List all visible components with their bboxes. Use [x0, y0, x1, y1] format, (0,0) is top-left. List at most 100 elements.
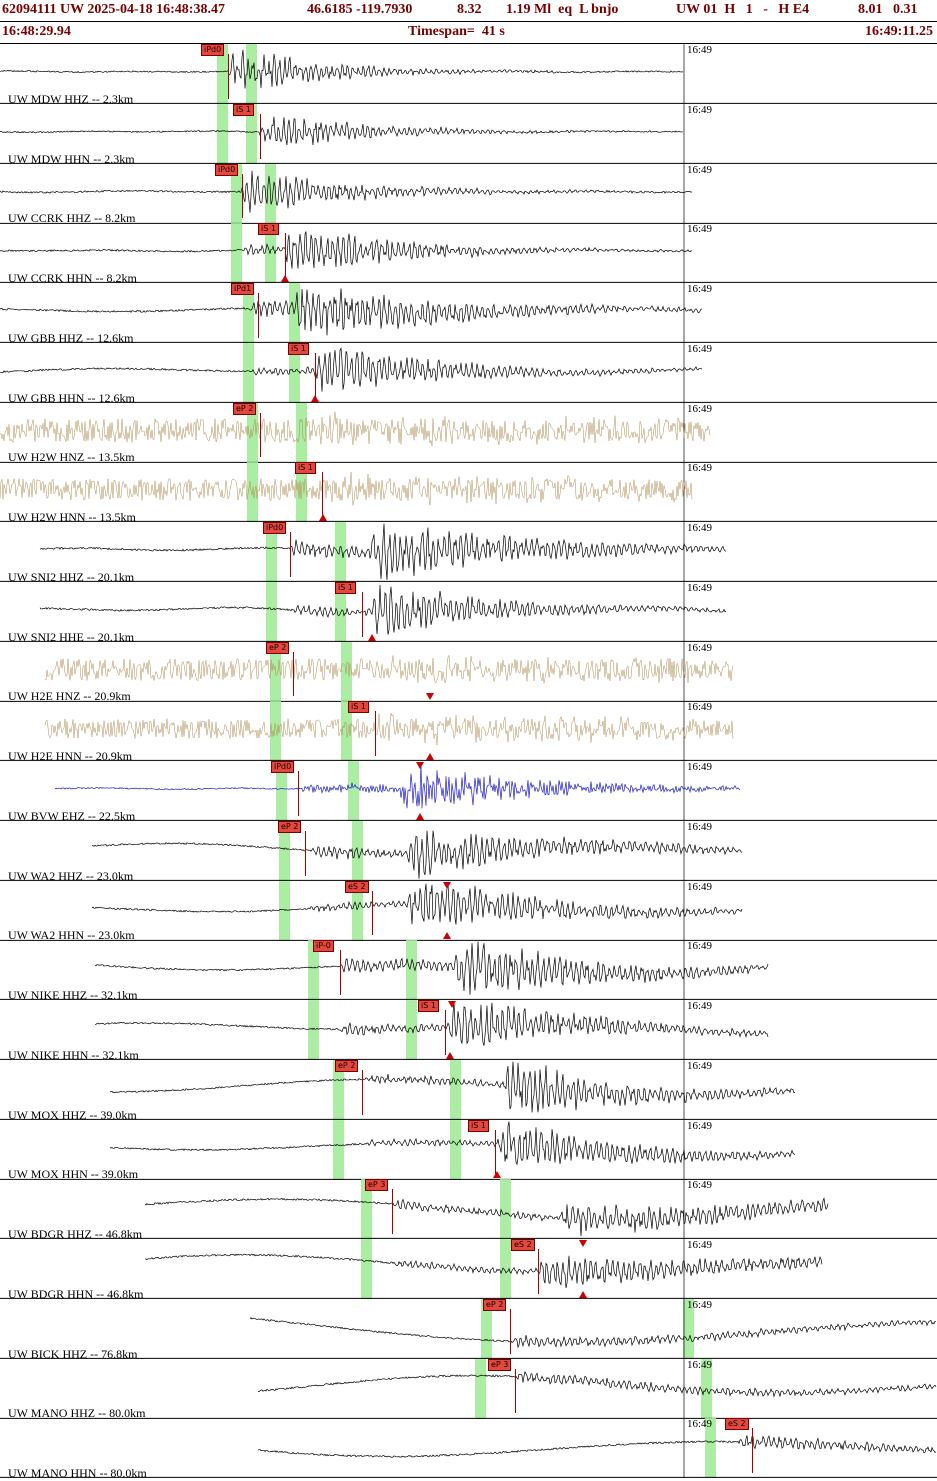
waveform-trace[interactable] [257, 1370, 937, 1398]
trace-row[interactable]: 16:49 eP 3 UW BDGR HHZ -- 46.8km [0, 1179, 937, 1241]
pick-time-line[interactable] [285, 233, 286, 278]
waveform-canvas[interactable] [0, 44, 937, 104]
trace-row[interactable]: 16:49 iPd0 UW SNI2 HHZ -- 20.1km [0, 522, 937, 584]
waveform-canvas[interactable] [0, 462, 937, 523]
pick-time-line[interactable] [445, 1010, 446, 1055]
phase-pick-flag[interactable]: iS 1 [233, 103, 254, 116]
phase-pick-flag[interactable]: iS 1 [295, 462, 316, 475]
trace-row[interactable]: 16:49 eP 2 UW H2E HNZ -- 20.9km [0, 641, 937, 703]
waveform-canvas[interactable] [0, 223, 937, 284]
phase-pick-flag[interactable]: iPd0 [271, 761, 295, 773]
phase-pick-flag[interactable]: iPd0 [215, 163, 239, 176]
pick-time-line[interactable] [228, 54, 229, 99]
pick-time-line[interactable] [260, 113, 261, 159]
pick-time-line[interactable] [242, 173, 243, 219]
waveform-canvas[interactable] [0, 103, 937, 164]
trace-row[interactable]: 16:49 iPd0 UW CCRK HHZ -- 8.2km [0, 163, 937, 225]
waveform-trace[interactable] [0, 411, 711, 446]
waveform-canvas[interactable] [0, 1059, 937, 1120]
waveform-trace[interactable] [109, 1061, 796, 1113]
waveform-trace[interactable] [91, 882, 743, 925]
waveform-trace[interactable] [0, 288, 703, 336]
waveform-canvas[interactable] [0, 1179, 937, 1240]
waveform-trace[interactable] [257, 1435, 937, 1458]
waveform-trace[interactable] [0, 231, 693, 269]
waveform-canvas[interactable] [0, 581, 937, 642]
waveform-trace[interactable] [0, 170, 693, 213]
waveform-canvas[interactable] [0, 701, 937, 762]
phase-pick-flag[interactable]: eS 2 [725, 1418, 749, 1431]
waveform-canvas[interactable] [0, 641, 937, 702]
phase-pick-flag[interactable]: eP 2 [483, 1298, 507, 1311]
waveform-trace[interactable] [39, 523, 727, 580]
phase-pick-flag[interactable]: eP 3 [365, 1179, 389, 1192]
phase-pick-flag[interactable]: iS 1 [468, 1119, 489, 1132]
trace-row[interactable]: 16:49 iPd1 UW GBB HHZ -- 12.6km [0, 283, 937, 345]
trace-row[interactable]: 16:49 eP 2 UW BICK HHZ -- 76.8km [0, 1298, 937, 1361]
waveform-trace[interactable] [92, 830, 743, 879]
phase-pick-flag[interactable]: eP 2 [278, 820, 302, 833]
trace-row[interactable]: 16:49 eS 2 UW MANO HHN -- 80.0km [0, 1418, 937, 1480]
trace-row[interactable]: 16:49 iPd0 UW BVW EHZ -- 22.5km [0, 761, 937, 823]
pick-time-line[interactable] [340, 950, 341, 995]
trace-row[interactable]: 16:49 eS 2 UW WA2 HHN -- 23.0km [0, 880, 937, 942]
waveform-trace[interactable] [0, 472, 693, 506]
trace-row[interactable]: 16:49 eP 3 UW MANO HHZ -- 80.0km [0, 1358, 937, 1420]
trace-row[interactable]: 16:49 iS 1 UW SNI2 HHE -- 20.1km [0, 581, 937, 644]
phase-pick-flag[interactable]: iP-0 [313, 940, 334, 953]
waveform-canvas[interactable] [0, 342, 937, 403]
pick-time-line[interactable] [375, 711, 376, 756]
phase-pick-flag[interactable]: eS 2 [511, 1239, 535, 1251]
pick-time-line[interactable] [392, 1189, 393, 1234]
pick-time-line[interactable] [322, 472, 323, 517]
waveform-trace[interactable] [39, 584, 727, 635]
trace-row[interactable]: 16:49 eP 2 UW MOX HHZ -- 39.0km [0, 1059, 937, 1122]
waveform-canvas[interactable] [0, 163, 937, 224]
phase-pick-flag[interactable]: eP 2 [233, 402, 257, 415]
trace-row[interactable]: 16:49 iS 1 UW NIKE HHN -- 32.1km [0, 1000, 937, 1062]
trace-row[interactable]: 16:49 iPd0 UW MDW HHZ -- 2.3km [0, 44, 937, 106]
pick-time-line[interactable] [260, 412, 261, 458]
pick-time-line[interactable] [362, 591, 363, 637]
waveform-canvas[interactable] [0, 402, 937, 463]
pick-time-line[interactable] [538, 1249, 539, 1294]
trace-row[interactable]: 16:49 iP-0 UW NIKE HHZ -- 32.1km [0, 940, 937, 1002]
pick-time-line[interactable] [290, 532, 291, 577]
pick-time-line[interactable] [372, 890, 373, 936]
pick-time-line[interactable] [515, 1368, 516, 1414]
pick-time-line[interactable] [298, 771, 299, 816]
trace-row[interactable]: 16:49 iS 1 UW GBB HHN -- 12.6km [0, 342, 937, 405]
phase-pick-flag[interactable]: iPd1 [231, 283, 255, 295]
pick-time-line[interactable] [315, 352, 316, 398]
pick-time-line[interactable] [362, 1069, 363, 1115]
waveform-canvas[interactable] [0, 1239, 937, 1299]
waveform-canvas[interactable] [0, 1000, 937, 1060]
phase-pick-flag[interactable]: iPd0 [263, 522, 287, 534]
waveform-trace[interactable] [94, 1001, 769, 1046]
trace-row[interactable]: 16:49 iS 1 UW CCRK HHN -- 8.2km [0, 223, 937, 285]
waveform-canvas[interactable] [0, 880, 937, 941]
waveform-trace[interactable] [109, 1121, 796, 1165]
trace-row[interactable]: 16:49 eP 2 UW WA2 HHZ -- 23.0km [0, 820, 937, 883]
trace-row[interactable]: 16:49 eS 2 UW BDGR HHN -- 46.8km [0, 1239, 937, 1301]
waveform-trace[interactable] [54, 763, 741, 809]
waveform-canvas[interactable] [0, 522, 937, 582]
waveform-trace[interactable] [0, 116, 684, 145]
pick-time-line[interactable] [752, 1428, 753, 1473]
trace-row[interactable]: 16:49 iS 1 UW H2E HNN -- 20.9km [0, 701, 937, 763]
waveform-trace[interactable] [44, 713, 734, 746]
waveform-canvas[interactable] [0, 761, 937, 821]
phase-pick-flag[interactable]: iS 1 [258, 223, 279, 236]
waveform-canvas[interactable] [0, 1298, 937, 1359]
trace-row[interactable]: 16:49 iS 1 UW H2W HNN -- 13.5km [0, 462, 937, 524]
pick-time-line[interactable] [258, 293, 259, 338]
phase-pick-flag[interactable]: iS 1 [335, 581, 356, 594]
waveform-trace[interactable] [0, 49, 684, 89]
trace-row[interactable]: 16:49 iS 1 UW MDW HHN -- 2.3km [0, 103, 937, 166]
trace-row[interactable]: 16:49 iS 1 UW MOX HHN -- 39.0km [0, 1119, 937, 1181]
waveform-trace[interactable] [94, 941, 769, 995]
waveform-trace[interactable] [249, 1316, 936, 1349]
waveform-canvas[interactable] [0, 820, 937, 881]
phase-pick-flag[interactable]: iS 1 [418, 1000, 439, 1012]
phase-pick-flag[interactable]: eP 2 [266, 641, 290, 654]
